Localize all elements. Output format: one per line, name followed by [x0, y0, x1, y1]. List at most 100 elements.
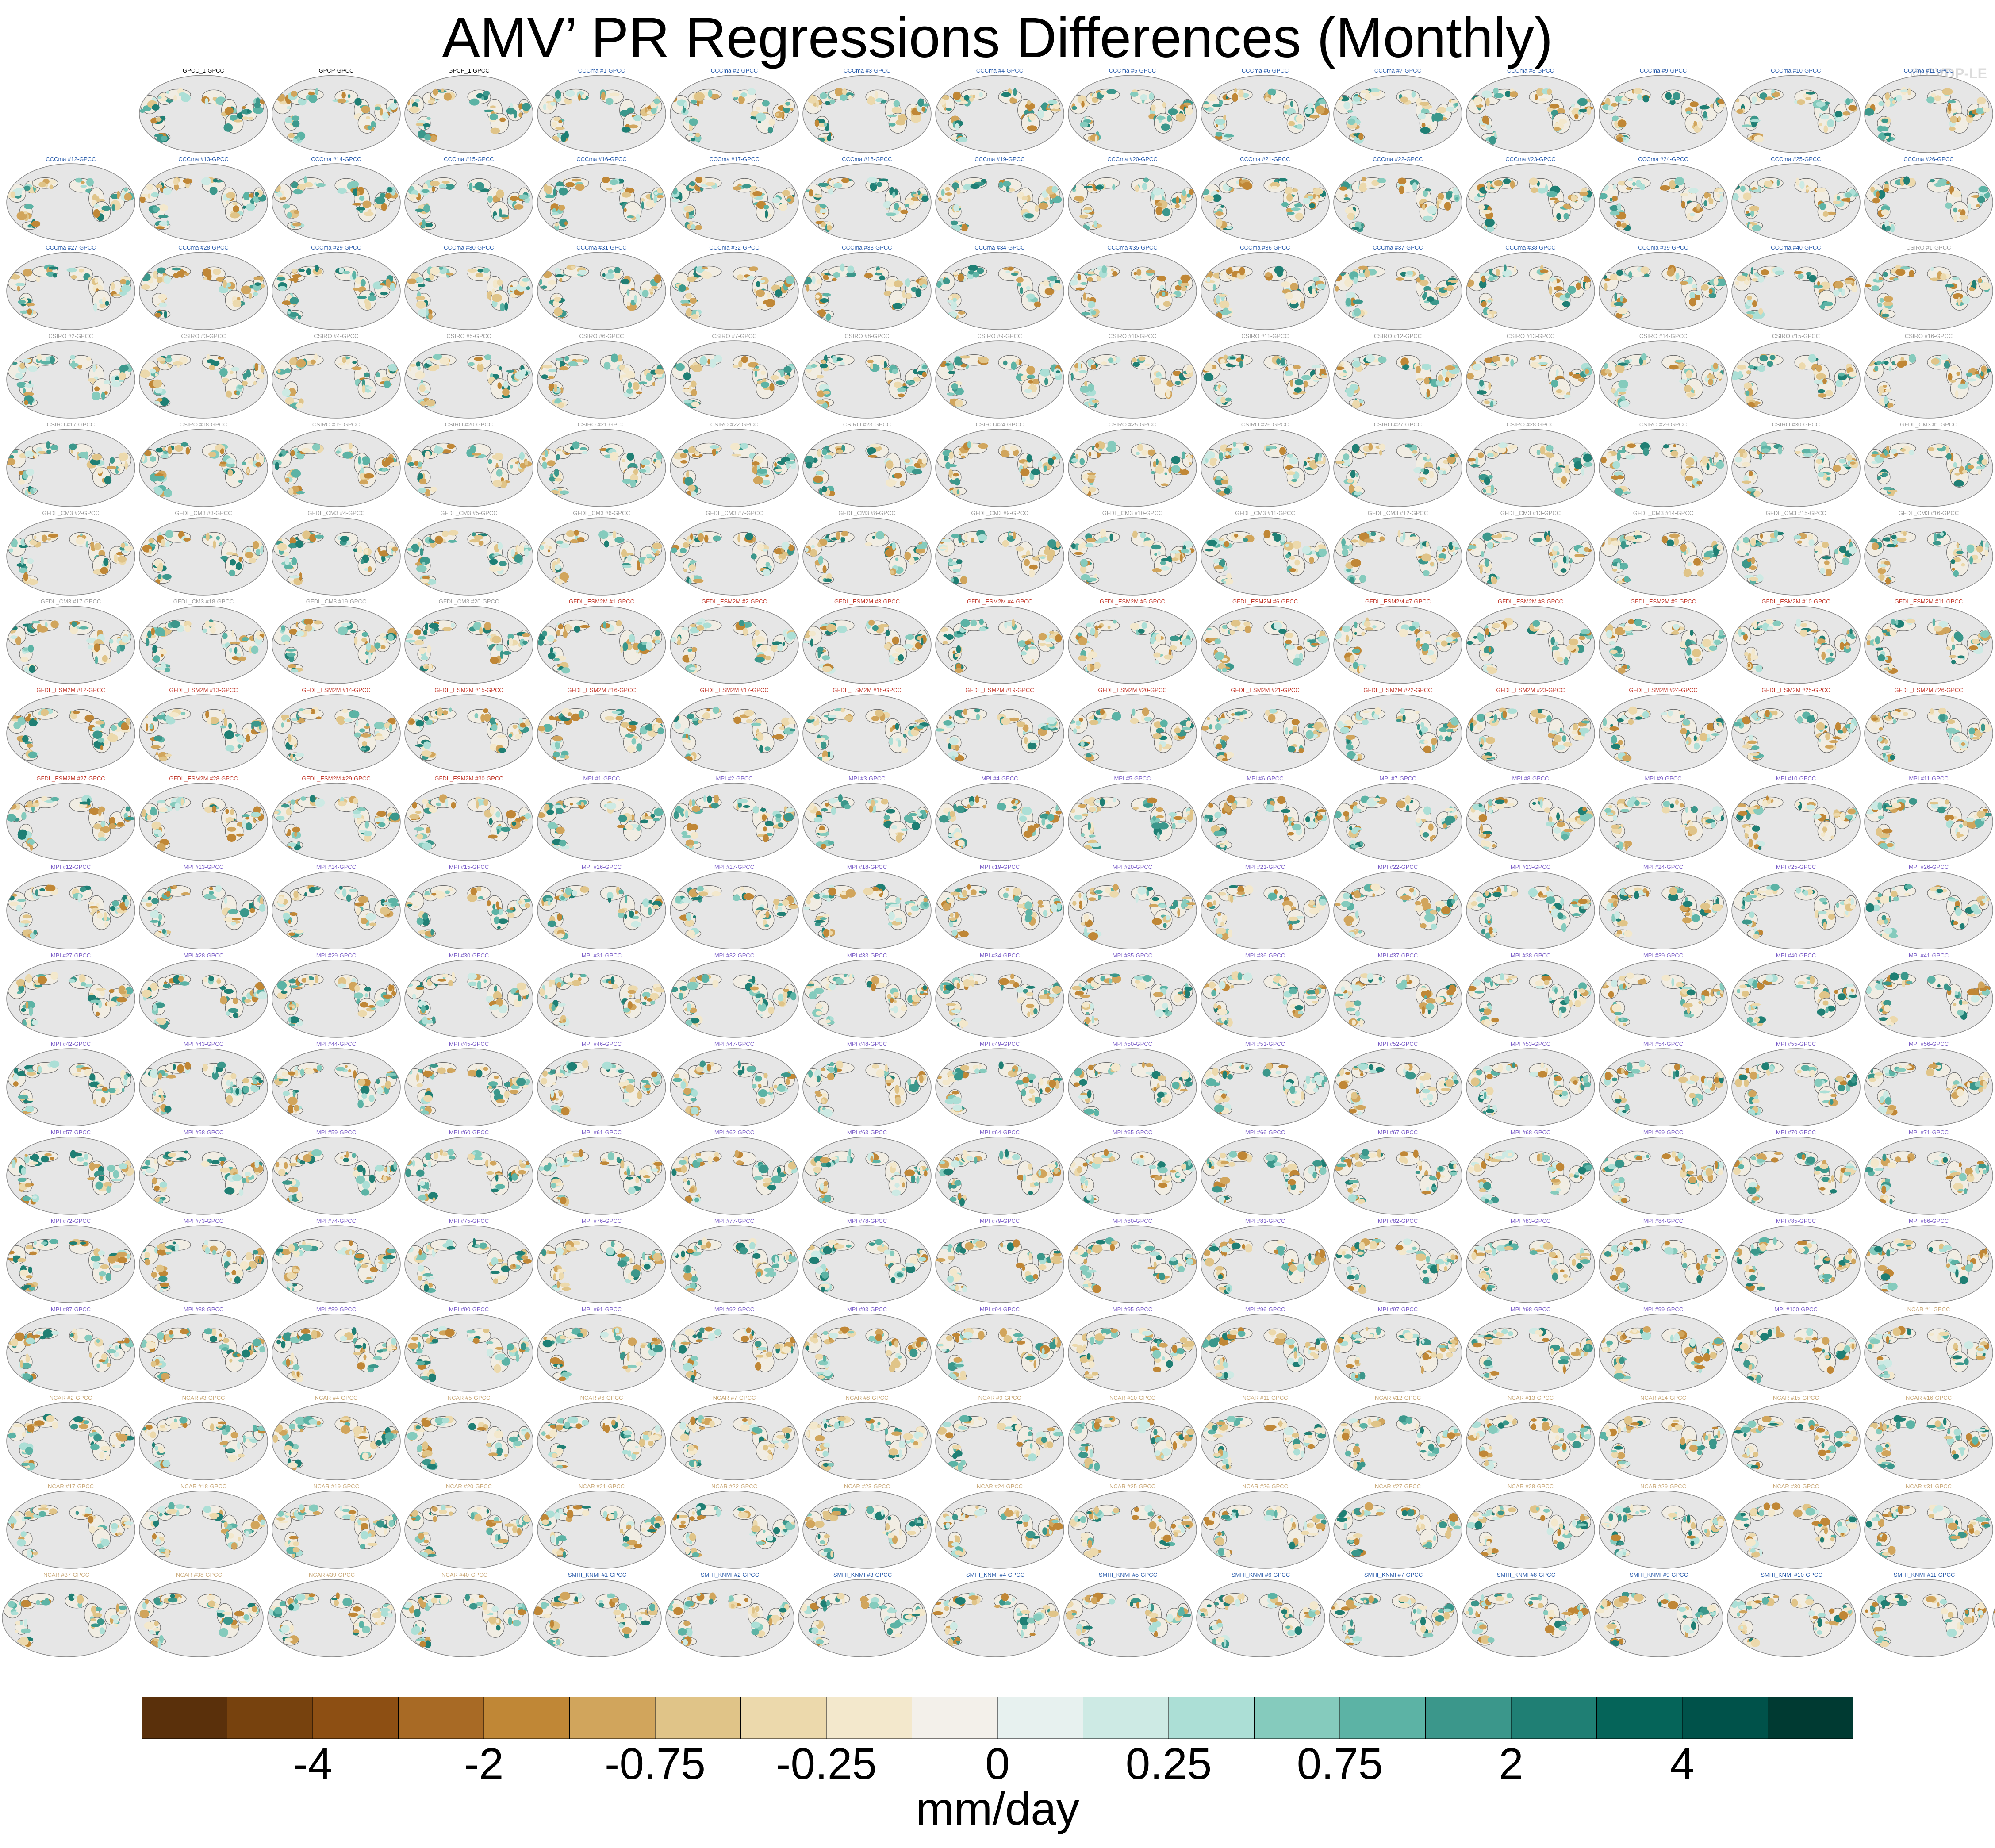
- panel-title: CCCma #4-GPCC: [976, 67, 1023, 74]
- panel-title: NCAR #23-GPCC: [844, 1483, 890, 1490]
- panel-title: MPI #74-GPCC: [316, 1218, 356, 1224]
- map-panel: MPI #37-GPCC: [1333, 952, 1462, 1038]
- panel-title: MPI #67-GPCC: [1378, 1129, 1418, 1136]
- map-panel: CCCma #38-GPCC: [1466, 244, 1595, 330]
- panel-title: MPI #76-GPCC: [582, 1218, 622, 1224]
- panel-title: SMHI_KNMI #11-GPCC: [1894, 1571, 1955, 1578]
- map-panel: MPI #58-GPCC: [139, 1129, 268, 1215]
- panel-title: MPI #23-GPCC: [1511, 864, 1550, 870]
- map-panel: GFDL_ESM2M #20-GPCC: [1068, 687, 1197, 772]
- panel-title: NCAR #29-GPCC: [1640, 1483, 1686, 1490]
- panel-title: MPI #75-GPCC: [449, 1218, 489, 1224]
- panel-title: MPI #38-GPCC: [1511, 952, 1550, 959]
- panel-title: GFDL_ESM2M #8-GPCC: [1498, 598, 1563, 605]
- panel-title: CCCma #3-GPCC: [844, 67, 890, 74]
- panel-title: NCAR #39-GPCC: [309, 1571, 355, 1578]
- map-panel: MPI #72-GPCC: [6, 1218, 135, 1303]
- panel-title: MPI #71-GPCC: [1909, 1129, 1949, 1136]
- panel-title: CCCma #1-GPCC: [578, 67, 625, 74]
- panel-title: CSIRO #7-GPCC: [712, 333, 756, 339]
- map-panel: GFDL_ESM2M #16-GPCC: [537, 687, 666, 772]
- panel-title: GFDL_ESM2M #18-GPCC: [833, 687, 901, 693]
- map-panel: MPI #5-GPCC: [1068, 775, 1197, 861]
- map-panel: GFDL_CM3 #17-GPCC: [6, 598, 135, 684]
- map-panel: MPI #97-GPCC: [1333, 1306, 1462, 1392]
- colorbar-swatch: [1339, 1697, 1426, 1739]
- panel-title: SMHI_KNMI #10-GPCC: [1761, 1571, 1822, 1578]
- map-panel: CSIRO #5-GPCC: [404, 333, 533, 419]
- map-panel: CCCma #24-GPCC: [1599, 156, 1728, 242]
- colorbar-tick-label: -0.75: [605, 1739, 706, 1789]
- panel-title: CSIRO #13-GPCC: [1507, 333, 1554, 339]
- colorbar-swatch: [1768, 1697, 1853, 1739]
- map-panel: CCCma #4-GPCC: [935, 67, 1064, 153]
- map-panel: SMHI_KNMI #4-GPCC: [931, 1571, 1060, 1657]
- map-panel: MPI #9-GPCC: [1599, 775, 1728, 861]
- panel-title: GFDL_ESM2M #13-GPCC: [169, 687, 238, 693]
- map-panel: CSIRO #13-GPCC: [1466, 333, 1595, 419]
- map-panel: MPI #17-GPCC: [670, 864, 799, 949]
- map-panel: MPI #27-GPCC: [6, 952, 135, 1038]
- map-panel: CCCma #5-GPCC: [1068, 67, 1197, 153]
- map-panel: GFDL_ESM2M #14-GPCC: [272, 687, 401, 772]
- map-panel: CCCma #27-GPCC: [6, 244, 135, 330]
- colorbar-tick-label: 0: [985, 1739, 1010, 1789]
- map-panel: NCAR #20-GPCC: [404, 1483, 533, 1569]
- map-panel: MPI #21-GPCC: [1201, 864, 1330, 949]
- map-panel: MPI #81-GPCC: [1201, 1218, 1330, 1303]
- panel-title: MPI #39-GPCC: [1643, 952, 1683, 959]
- panel-title: CSIRO #16-GPCC: [1905, 333, 1953, 339]
- panel-title: CCCma #8-GPCC: [1507, 67, 1554, 74]
- map-panel: MPI #80-GPCC: [1068, 1218, 1197, 1303]
- panel-title: MPI #12-GPCC: [51, 864, 91, 870]
- map-panel: NCAR #12-GPCC: [1333, 1395, 1462, 1480]
- map-panel: GFDL_ESM2M #12-GPCC: [6, 687, 135, 772]
- colorbar-tick-label: 0.25: [1125, 1739, 1212, 1789]
- panel-title: CCCma #5-GPCC: [1109, 67, 1156, 74]
- map-panel: GFDL_ESM2M #8-GPCC: [1466, 598, 1595, 684]
- map-panel: MPI #76-GPCC: [537, 1218, 666, 1303]
- map-panel: MPI #99-GPCC: [1599, 1306, 1728, 1392]
- panel-title: CSIRO #27-GPCC: [1374, 421, 1422, 428]
- panel-title: NCAR #8-GPCC: [846, 1395, 889, 1401]
- panel-title: GFDL_CM3 #19-GPCC: [306, 598, 367, 605]
- panel-title: MPI #9-GPCC: [1645, 775, 1681, 782]
- map-panel: GFDL_CM3 #1-GPCC: [1864, 421, 1993, 507]
- map-panel: SMHI_KNMI #3-GPCC: [798, 1571, 927, 1657]
- map-panel: CCCma #7-GPCC: [1333, 67, 1462, 153]
- colorbar-tick-label: 4: [1670, 1739, 1695, 1789]
- panel-title: CCCma #16-GPCC: [576, 156, 626, 162]
- map-panel: GFDL_ESM2M #15-GPCC: [404, 687, 533, 772]
- map-panel: CCCma #32-GPCC: [670, 244, 799, 330]
- map-panel: CSIRO #6-GPCC: [537, 333, 666, 419]
- map-panel: CCCma #17-GPCC: [670, 156, 799, 242]
- panel-title: MPI #48-GPCC: [847, 1041, 887, 1047]
- map-panel: CSIRO #26-GPCC: [1201, 421, 1330, 507]
- map-panel: MPI #8-GPCC: [1466, 775, 1595, 861]
- panel-title: GFDL_CM3 #15-GPCC: [1766, 510, 1826, 516]
- map-panel: MPI #86-GPCC: [1864, 1218, 1993, 1303]
- map-panel: NCAR #26-GPCC: [1201, 1483, 1330, 1569]
- map-panel: GFDL_ESM2M #22-GPCC: [1333, 687, 1462, 772]
- map-panel: MPI #6-GPCC: [1201, 775, 1330, 861]
- panel-title: CCCma #2-GPCC: [711, 67, 758, 74]
- panel-title: CSIRO #25-GPCC: [1109, 421, 1156, 428]
- panel-title: MPI #36-GPCC: [1245, 952, 1285, 959]
- map-panel: CCCma #22-GPCC: [1333, 156, 1462, 242]
- map-panel: MPI #39-GPCC: [1599, 952, 1728, 1038]
- panel-title: MPI #64-GPCC: [980, 1129, 1020, 1136]
- panel-title: MPI #93-GPCC: [847, 1306, 887, 1313]
- panel-title: MPI #40-GPCC: [1776, 952, 1816, 959]
- panel-title: MPI #47-GPCC: [714, 1041, 754, 1047]
- map-panel: CSIRO #8-GPCC: [802, 333, 932, 419]
- map-panel: MPI #20-GPCC: [1068, 864, 1197, 949]
- map-panel: MPI #93-GPCC: [802, 1306, 932, 1392]
- panel-title: NCAR #14-GPCC: [1640, 1395, 1686, 1401]
- map-panel: MPI #23-GPCC: [1466, 864, 1595, 949]
- map-panel: SMHI_KNMI #2-GPCC: [665, 1571, 794, 1657]
- map-panel: MPI #85-GPCC: [1731, 1218, 1861, 1303]
- map-panel: MPI #35-GPCC: [1068, 952, 1197, 1038]
- map-panel: CSIRO #22-GPCC: [670, 421, 799, 507]
- map-panel: MPI #82-GPCC: [1333, 1218, 1462, 1303]
- colorbar-swatch: [1596, 1697, 1683, 1739]
